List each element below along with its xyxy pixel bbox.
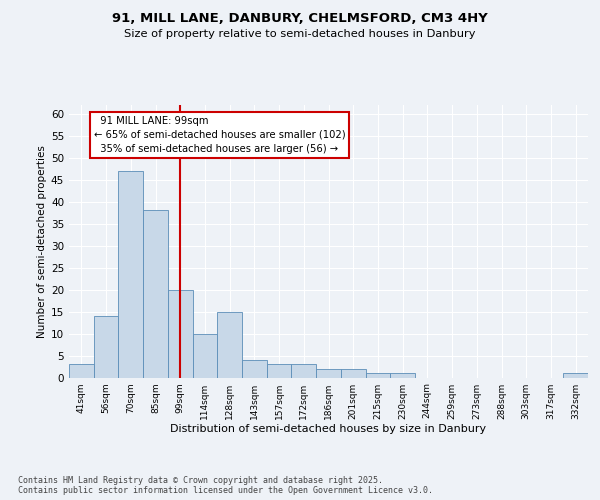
Text: 91, MILL LANE, DANBURY, CHELMSFORD, CM3 4HY: 91, MILL LANE, DANBURY, CHELMSFORD, CM3 … (112, 12, 488, 26)
Bar (168, 290, 193, 378)
Bar (292, 364, 316, 378)
Bar (316, 368, 341, 378)
Text: Contains HM Land Registry data © Crown copyright and database right 2025.
Contai: Contains HM Land Registry data © Crown c… (18, 476, 433, 495)
X-axis label: Distribution of semi-detached houses by size in Danbury: Distribution of semi-detached houses by … (170, 424, 487, 434)
Bar (217, 312, 242, 378)
Bar (69, 364, 94, 378)
Bar (390, 373, 415, 378)
Bar (242, 360, 267, 378)
Bar (193, 334, 217, 378)
Bar (267, 364, 292, 378)
Bar (143, 210, 168, 378)
Bar (563, 373, 588, 378)
Bar (341, 368, 365, 378)
Y-axis label: Number of semi-detached properties: Number of semi-detached properties (37, 145, 47, 338)
Bar (94, 316, 118, 378)
Text: 91 MILL LANE: 99sqm  
← 65% of semi-detached houses are smaller (102)
  35% of s: 91 MILL LANE: 99sqm ← 65% of semi-detach… (94, 116, 346, 154)
Bar (365, 373, 390, 378)
Bar (118, 171, 143, 378)
Text: Size of property relative to semi-detached houses in Danbury: Size of property relative to semi-detach… (124, 29, 476, 39)
